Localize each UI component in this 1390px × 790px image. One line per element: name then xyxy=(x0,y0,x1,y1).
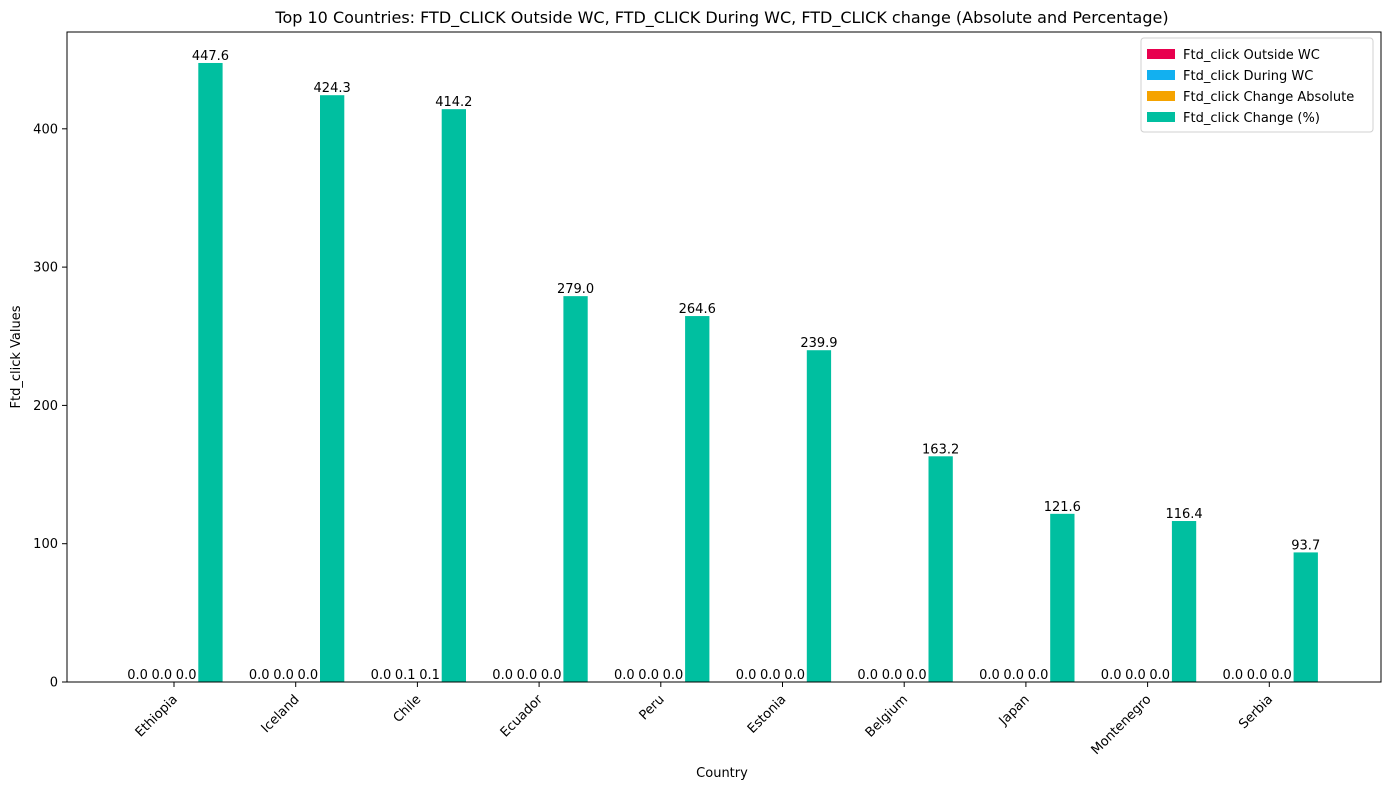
chart-title: Top 10 Countries: FTD_CLICK Outside WC, … xyxy=(274,8,1168,28)
x-axis-label: Country xyxy=(696,766,748,781)
value-label-montenegro-series-1: 0.0 xyxy=(1101,668,1122,683)
x-tick-label-belgium: Belgium xyxy=(863,692,911,740)
value-label-montenegro-series-2: 0.0 xyxy=(1125,668,1146,683)
value-label-ecuador-series-3: 0.0 xyxy=(541,668,562,683)
bar-ethiopia-series-4 xyxy=(198,62,223,683)
value-label-belgium-series-2: 0.0 xyxy=(882,668,903,683)
value-label-japan-series-4: 121.6 xyxy=(1044,500,1081,515)
y-tick-label-200: 200 xyxy=(33,399,58,414)
y-axis-label: Ftd_click Values xyxy=(9,305,24,408)
bar-iceland-series-4 xyxy=(320,95,345,682)
x-tick-label-estonia: Estonia xyxy=(745,692,789,736)
legend-label-3: Ftd_click Change Absolute xyxy=(1183,90,1354,105)
value-label-ethiopia-series-4: 447.6 xyxy=(192,49,229,64)
bar-montenegro-series-4 xyxy=(1171,521,1197,682)
value-label-japan-series-1: 0.0 xyxy=(979,668,1000,683)
value-label-montenegro-series-3: 0.0 xyxy=(1149,668,1170,683)
value-label-peru-series-1: 0.0 xyxy=(614,668,635,683)
value-label-estonia-series-3: 0.0 xyxy=(784,668,805,683)
value-label-chile-series-1: 0.0 xyxy=(371,668,392,683)
bar-ecuador-series-4 xyxy=(563,296,588,682)
value-label-estonia-series-1: 0.0 xyxy=(736,668,757,683)
value-label-japan-series-2: 0.0 xyxy=(1003,668,1024,683)
bar-chile-series-4 xyxy=(441,109,466,683)
value-label-ecuador-series-4: 279.0 xyxy=(557,282,594,297)
legend-swatch-4 xyxy=(1147,112,1175,122)
x-tick-label-serbia: Serbia xyxy=(1236,692,1276,732)
bar-japan-series-4 xyxy=(1050,513,1075,682)
x-tick-label-peru: Peru xyxy=(637,692,668,723)
legend-label-4: Ftd_click Change (%) xyxy=(1183,111,1320,126)
value-label-belgium-series-4: 163.2 xyxy=(922,442,959,457)
bars-layer xyxy=(198,62,1318,683)
y-tick-label-300: 300 xyxy=(33,261,58,276)
legend-label-1: Ftd_click Outside WC xyxy=(1183,48,1320,63)
legend-swatch-3 xyxy=(1147,91,1175,101)
legend-swatch-2 xyxy=(1147,70,1175,80)
value-label-estonia-series-2: 0.0 xyxy=(760,668,781,683)
value-label-peru-series-4: 264.6 xyxy=(679,302,716,317)
value-label-iceland-series-4: 424.3 xyxy=(314,81,351,96)
y-tick-label-400: 400 xyxy=(33,122,58,137)
y-tick-label-0: 0 xyxy=(50,676,58,691)
x-tick-label-iceland: Iceland xyxy=(259,692,303,736)
value-label-belgium-series-3: 0.0 xyxy=(906,668,927,683)
value-label-peru-series-3: 0.0 xyxy=(663,668,684,683)
x-tick-label-chile: Chile xyxy=(391,692,425,726)
legend-swatch-1 xyxy=(1147,49,1175,59)
value-label-iceland-series-3: 0.0 xyxy=(298,668,319,683)
value-label-ethiopia-series-2: 0.0 xyxy=(152,668,173,683)
legend: Ftd_click Outside WC Ftd_click During WC F… xyxy=(1140,37,1374,133)
value-label-ethiopia-series-1: 0.0 xyxy=(127,668,148,683)
bar-peru-series-4 xyxy=(685,316,710,682)
plot-frame xyxy=(66,31,1382,683)
value-label-serbia-series-3: 0.0 xyxy=(1271,668,1292,683)
value-label-serbia-series-1: 0.0 xyxy=(1223,668,1244,683)
legend-label-2: Ftd_click During WC xyxy=(1183,69,1313,84)
value-label-japan-series-3: 0.0 xyxy=(1028,668,1049,683)
value-label-serbia-series-2: 0.0 xyxy=(1247,668,1268,683)
x-tick-label-ecuador: Ecuador xyxy=(498,692,547,741)
value-label-iceland-series-2: 0.0 xyxy=(273,668,294,683)
y-tick-label-100: 100 xyxy=(33,537,58,552)
y-axis: 0 100 200 300 400 xyxy=(33,122,67,691)
x-axis: Ethiopia Iceland Chile Ecuador Peru Estonia Be… xyxy=(133,682,1276,758)
legend-frame xyxy=(1140,37,1374,133)
value-label-peru-series-2: 0.0 xyxy=(638,668,659,683)
value-label-estonia-series-4: 239.9 xyxy=(800,336,837,351)
value-label-ethiopia-series-3: 0.0 xyxy=(176,668,197,683)
x-tick-label-montenegro: Montenegro xyxy=(1089,692,1155,758)
bar-belgium-series-4 xyxy=(928,456,953,682)
bar-serbia-series-4 xyxy=(1293,552,1318,682)
value-label-chile-series-2: 0.1 xyxy=(395,668,416,683)
value-label-belgium-series-1: 0.0 xyxy=(857,668,878,683)
value-label-chile-series-3: 0.1 xyxy=(419,668,440,683)
value-label-ecuador-series-2: 0.0 xyxy=(517,668,538,683)
value-label-montenegro-series-4: 116.4 xyxy=(1165,507,1202,522)
x-tick-label-japan: Japan xyxy=(996,692,1033,729)
value-label-serbia-series-4: 93.7 xyxy=(1291,538,1320,553)
value-label-chile-series-4: 414.2 xyxy=(435,95,472,110)
x-tick-label-ethiopia: Ethiopia xyxy=(133,692,181,740)
value-label-ecuador-series-1: 0.0 xyxy=(492,668,513,683)
bar-estonia-series-4 xyxy=(806,350,832,682)
value-label-iceland-series-1: 0.0 xyxy=(249,668,270,683)
